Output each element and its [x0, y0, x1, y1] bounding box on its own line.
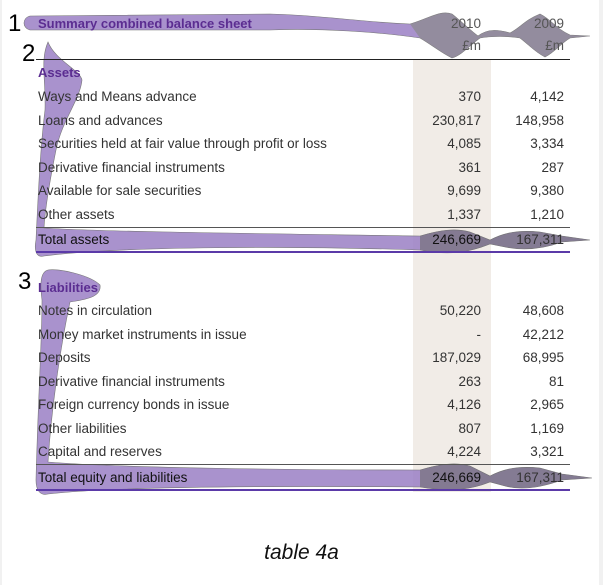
liabilities-row-v2010: 50,220: [439, 303, 481, 318]
liabilities-row-label: Derivative financial instruments: [38, 373, 225, 389]
assets-row-v2009: 4,142: [530, 89, 564, 104]
path-2-gray-section: [420, 229, 590, 253]
liabilities-row-v2009: 68,995: [522, 350, 564, 365]
total-liabilities-2010: 246,669: [432, 470, 481, 485]
liabilities-row-v2009: 3,321: [530, 444, 564, 459]
liabilities-row-v2010: 187,029: [432, 350, 481, 365]
path-1-gray-section: [410, 12, 590, 58]
assets-row-v2009: 148,958: [515, 112, 564, 128]
assets-row-v2009: 1,210: [530, 206, 564, 222]
highlight-column-2010: [413, 60, 491, 492]
liabilities-row-v2009: 42,212: [522, 326, 564, 342]
liabilities-row-label: Other liabilities: [38, 420, 127, 436]
assets-row-label: Available for sale securities: [38, 183, 202, 198]
assets-total-underline: [36, 251, 570, 253]
assets-row-v2009: 3,334: [530, 136, 564, 151]
assets-row-v2009: 287: [541, 159, 564, 175]
assets-row-v2010: 4,085: [447, 136, 481, 151]
marker-1: 1: [8, 10, 22, 37]
liabilities-row-v2010: -: [476, 326, 482, 342]
liabilities-row-label: Deposits: [38, 350, 91, 365]
total-liabilities-2009: 167,311: [516, 470, 564, 485]
liabilities-divider: [36, 464, 570, 465]
path-3-gray-section: [420, 463, 592, 490]
table-title: Summary combined balance sheet: [38, 16, 252, 31]
total-assets-label: Total assets: [38, 232, 110, 247]
col-2010-unit: £m: [462, 38, 481, 53]
total-assets-2009: 167,311: [516, 232, 564, 247]
assets-row-label: Derivative financial instruments: [38, 159, 225, 175]
caption: table 4a: [264, 541, 339, 564]
liabilities-row-label: Capital and reserves: [38, 444, 162, 459]
liabilities-row-v2009: 2,965: [530, 397, 564, 412]
liabilities-row-v2010: 4,126: [447, 397, 481, 412]
assets-row-v2009: 9,380: [530, 183, 564, 198]
assets-row-v2010: 230,817: [432, 112, 481, 128]
total-assets-2010: 246,669: [432, 232, 481, 247]
col-2009-unit: £m: [545, 38, 564, 53]
col-2010-year: 2010: [450, 16, 481, 31]
assets-row-v2010: 9,699: [447, 183, 481, 198]
liabilities-row-label: Money market instruments in issue: [38, 326, 247, 342]
assets-row-v2010: 1,337: [447, 206, 481, 222]
marker-2: 2: [22, 40, 36, 67]
liabilities-row-v2010: 807: [458, 420, 481, 436]
liabilities-row-v2010: 4,224: [447, 444, 481, 459]
assets-row-v2010: 361: [458, 159, 481, 175]
header-divider: [36, 59, 570, 60]
liabilities-row-v2009: 1,169: [530, 420, 564, 436]
assets-row-label: Ways and Means advance: [38, 89, 197, 104]
assets-divider: [36, 227, 570, 228]
assets-row-label: Loans and advances: [38, 112, 163, 128]
assets-row-label: Securities held at fair value through pr…: [38, 136, 327, 151]
liabilities-row-label: Notes in circulation: [38, 303, 153, 318]
assets-heading: Assets: [38, 65, 81, 80]
liabilities-heading: Liabilities: [38, 280, 98, 295]
liabilities-row-label: Foreign currency bonds in issue: [38, 397, 230, 412]
col-2009-year: 2009: [533, 16, 564, 31]
assets-row-v2010: 370: [458, 89, 481, 104]
liabilities-row-v2009: 81: [548, 373, 564, 389]
assets-row-label: Other assets: [38, 206, 115, 222]
liabilities-row-v2010: 263: [458, 373, 481, 389]
liabilities-total-underline: [36, 489, 570, 491]
total-liabilities-label: Total equity and liabilities: [38, 470, 188, 485]
liabilities-row-v2009: 48,608: [522, 303, 564, 318]
marker-3: 3: [18, 268, 32, 295]
